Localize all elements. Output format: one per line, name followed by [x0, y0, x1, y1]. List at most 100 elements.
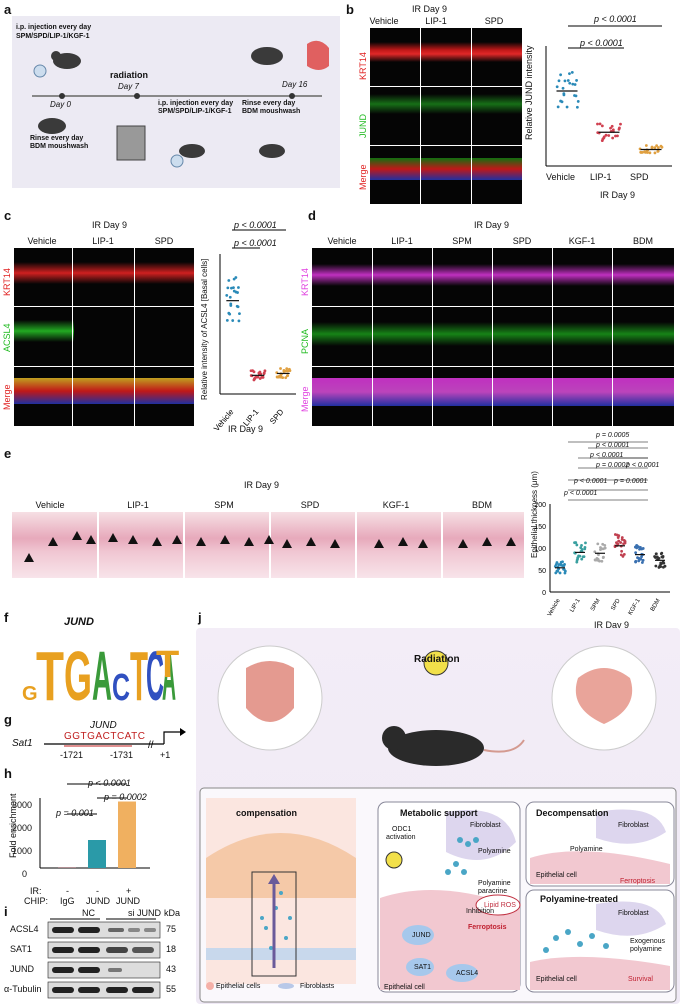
j-odc1: ODC1 [392, 826, 412, 833]
b-p1: p < 0.0001 [594, 14, 637, 24]
i-group-nc: NC [82, 908, 95, 918]
a-inj1: i.p. injection every day [16, 24, 92, 31]
h-p1: p = 0.001 [56, 808, 94, 818]
i-kda-43: 43 [166, 964, 177, 974]
b-chart-point [596, 131, 600, 135]
b-chart-point [616, 134, 619, 138]
b-micrograph-grid [370, 28, 522, 204]
c-chart-point [286, 374, 289, 378]
e-ytick: 200 [534, 502, 546, 509]
a-timeline-graphic [32, 40, 329, 168]
h-chip-chart [39, 783, 150, 869]
b-chart-point [619, 122, 622, 126]
panel-label-c: c [4, 208, 12, 223]
j-polyamine-1: Polyamine [478, 848, 511, 855]
a-inj2: i.p. injection every day [158, 100, 234, 107]
e-chart-point [579, 546, 583, 550]
b-ylabel: Relative JUND intensity [524, 45, 534, 140]
j-sat1: SAT1 [414, 964, 431, 971]
e-chart-point [619, 541, 623, 544]
b-chart-point [648, 151, 652, 155]
svg-text:G: G [22, 683, 38, 705]
d-row-pcna: PCNA [300, 328, 310, 354]
b-p2: p < 0.0001 [580, 38, 623, 48]
e-chart-point [596, 542, 600, 546]
c-chart-point [234, 276, 238, 279]
a-day7: Day 7 [118, 82, 139, 91]
i-kda-55: 55 [166, 984, 177, 994]
e-col-vehicle: Vehicle [35, 500, 65, 510]
d-col-spd: SPD [512, 236, 532, 246]
svg-text:T: T [130, 637, 148, 715]
e-chart-point [615, 541, 618, 545]
e-chart-point [576, 556, 580, 560]
e-col-bdm: BDM [472, 500, 492, 510]
e-chart-point [620, 549, 624, 553]
e-col-spd: SPD [300, 500, 320, 510]
b-chart-point [656, 146, 660, 149]
c-chart-point [278, 375, 282, 379]
c-chart-point [232, 289, 236, 293]
panel-label-i: i [4, 904, 8, 919]
i-band-acsl4: ACSL4 [10, 924, 39, 934]
g-pos2: -1731 [110, 750, 134, 760]
a-inj1-drugs: SPM/SPD/LIP-1/KGF-1 [16, 33, 90, 40]
b-x-vehicle: Vehicle [546, 172, 576, 182]
e-chart-point [559, 563, 563, 567]
c-chart-point [231, 319, 235, 322]
c-chart-point [284, 376, 288, 380]
e-xtick: BDM [650, 598, 662, 613]
j-compensation: compensation [236, 808, 298, 818]
b-chart-point [573, 83, 577, 86]
e-arrowheads [24, 531, 516, 562]
b-chart-point [596, 122, 599, 126]
c-chart-point [232, 286, 235, 290]
e-chart-point [623, 541, 627, 545]
e-chart-point [641, 558, 645, 562]
b-chart-point [618, 126, 621, 130]
b-chart-point [660, 145, 664, 149]
e-p4: p = 0.0002 [596, 462, 630, 469]
b-chart-point [568, 81, 572, 85]
e-chart-point [603, 544, 607, 547]
h-ytick-3: 3000 [12, 800, 33, 810]
a-day16: Day 16 [282, 80, 308, 89]
d-col-kgf1: KGF-1 [568, 236, 596, 246]
e-chart-point [580, 557, 584, 561]
j-legend-epi: Epithelial cells [216, 983, 261, 990]
c-col-vehicle: Vehicle [27, 236, 57, 246]
b-chart-point [644, 150, 647, 154]
b-chart-point [639, 151, 643, 154]
b-jund-chart [545, 25, 672, 167]
e-chart-point [621, 554, 625, 558]
e-chart-point [603, 546, 607, 550]
h-p2: p = 0.0002 [104, 792, 147, 802]
b-chart-point [610, 124, 614, 128]
b-xgroup: IR Day 9 [600, 190, 636, 200]
e-chart-point [617, 539, 621, 543]
b-x-lip1: LIP-1 [590, 172, 612, 182]
i-kda-18: 18 [166, 944, 177, 954]
j-schematic-graphic [199, 645, 677, 1003]
i-band-jund: JUND [10, 964, 34, 974]
g-pos1: -1721 [60, 750, 84, 760]
g-seq: GGTGACTCATC [64, 731, 146, 742]
e-chart-point [662, 561, 666, 565]
a-rinse1b: BDM moushwash [30, 143, 89, 150]
b-chart-point [559, 99, 563, 103]
b-chart-point [644, 144, 648, 147]
e-chart-point [593, 550, 597, 554]
b-chart-point [611, 128, 615, 132]
svg-text:C: C [112, 667, 130, 709]
c-chart-point [226, 286, 230, 290]
j-ferroptosis-1: Ferroptosis [468, 924, 507, 931]
g-target: Sat1 [12, 738, 33, 749]
c-chart-point [284, 369, 288, 373]
panel-label-j: j [198, 610, 202, 625]
b-col-lip1: LIP-1 [425, 16, 447, 26]
i-kda-75: 75 [166, 924, 177, 934]
e-ytick: 50 [538, 568, 546, 575]
j-ferroptosis-2: Ferroptosis [620, 878, 656, 885]
i-kda: kDa [164, 908, 181, 918]
e-chart-point [574, 541, 578, 544]
